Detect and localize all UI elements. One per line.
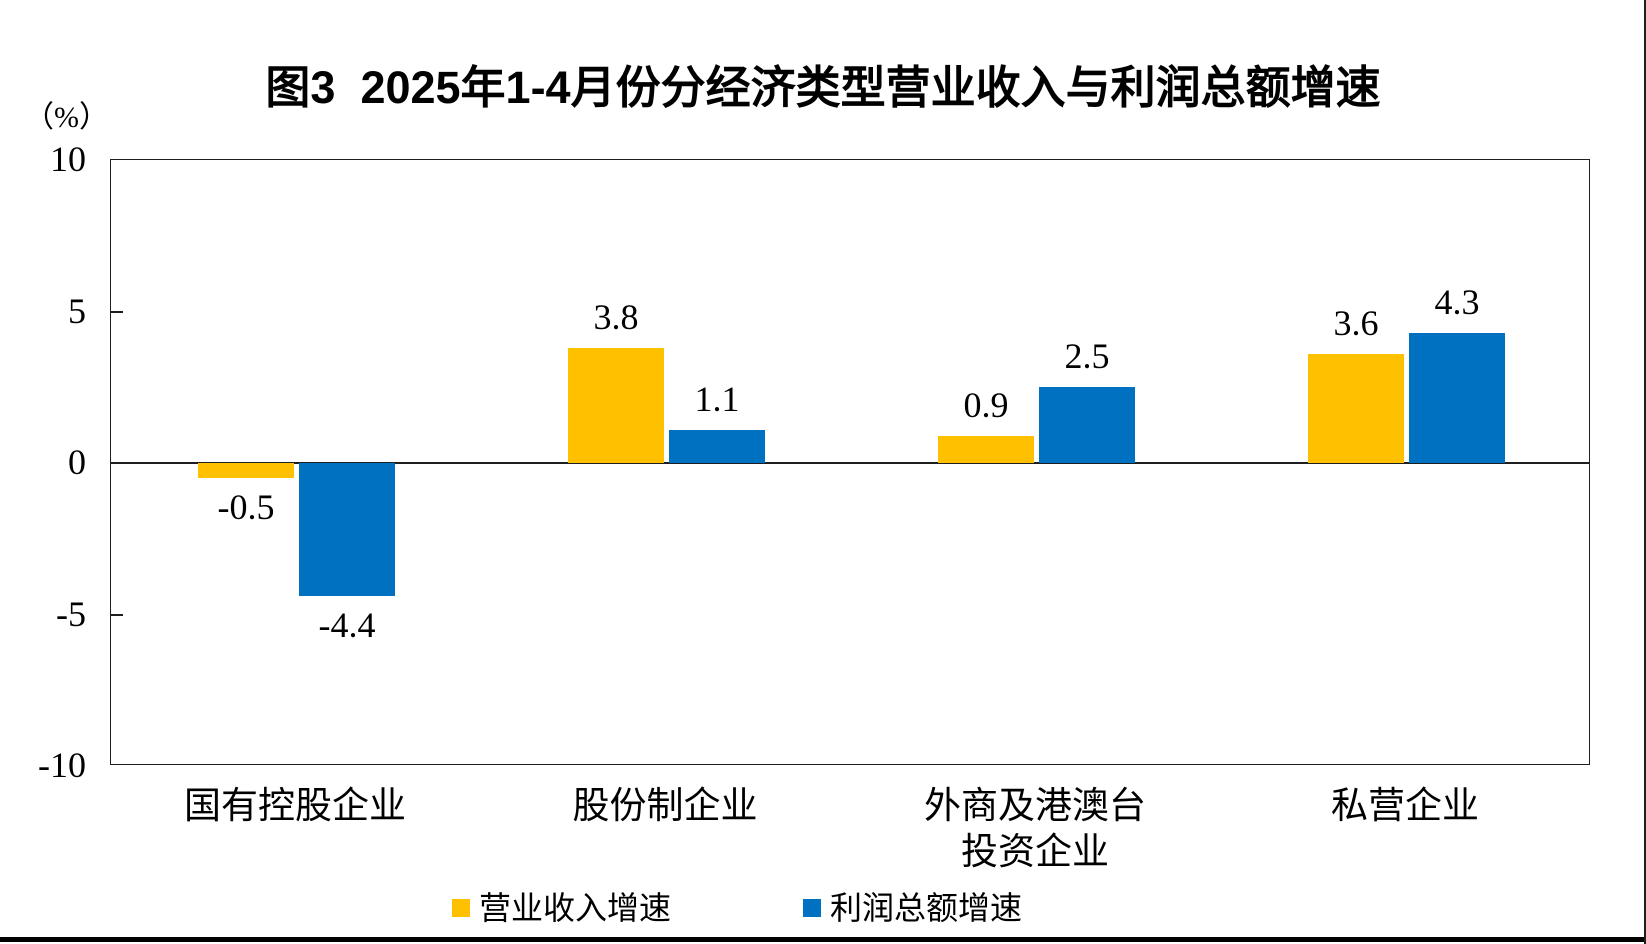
y-axis-tick-label: 5 — [68, 290, 86, 331]
y-axis-tick-label: 10 — [50, 139, 86, 179]
bar-value-label: 1.1 — [694, 378, 740, 419]
bottom-divider-rule — [0, 937, 1646, 942]
plot-area: -0.5 -4.4 3.8 1.1 0.9 2.5 3.6 4.3 — [110, 159, 1590, 765]
legend-label: 营业收入增速 — [479, 890, 672, 926]
y-axis-unit-label: （%） — [24, 101, 109, 134]
bar-value-label: -0.5 — [217, 487, 275, 528]
bar-value-label: -4.4 — [318, 605, 376, 646]
zero-axis-line — [111, 462, 1589, 464]
y-axis-tick-labels: 10 5 0 -5 -10 — [0, 140, 86, 784]
x-axis-category-label: 国有控股企业 — [184, 786, 406, 827]
bar-series2-cat4 — [1409, 332, 1505, 463]
x-axis-category-label: 外商及港澳台 投资企业 — [924, 786, 1146, 873]
y-axis-tick-mark — [111, 310, 123, 313]
bar-series1-cat2 — [568, 347, 664, 463]
legend-swatch-icon — [452, 899, 470, 917]
legend-item: 营业收入增速 — [452, 888, 671, 928]
x-axis-category-label: 私营企业 — [1331, 786, 1479, 827]
bar-value-label: 4.3 — [1434, 281, 1480, 322]
right-border-line — [1644, 0, 1646, 944]
bar-series2-cat3 — [1039, 387, 1135, 463]
chart-legend: 营业收入增速 利润总额增速 — [452, 888, 1022, 928]
y-axis-tick-label: 0 — [68, 442, 86, 482]
y-axis-tick-label: -10 — [38, 745, 86, 785]
y-axis-tick-mark — [111, 613, 123, 616]
x-axis-category-label: 股份制企业 — [572, 786, 758, 827]
bar-series1-cat1 — [198, 463, 294, 479]
y-axis-tick-label: -5 — [56, 593, 86, 634]
legend-item: 利润总额增速 — [803, 888, 1022, 928]
bar-value-label: 3.6 — [1333, 302, 1379, 343]
chart-title: 图3 2025年1-4月份分经济类型营业收入与利润总额增速 — [265, 62, 1381, 113]
legend-swatch-icon — [803, 899, 822, 917]
bar-series1-cat4 — [1308, 353, 1404, 463]
bar-value-label: 3.8 — [593, 296, 639, 337]
bar-series2-cat1 — [299, 463, 395, 597]
bar-value-label: 2.5 — [1064, 336, 1110, 377]
legend-label: 利润总额增速 — [830, 890, 1023, 926]
bar-value-label: 0.9 — [963, 384, 1009, 425]
bar-series2-cat2 — [669, 429, 765, 463]
bar-series1-cat3 — [938, 435, 1034, 463]
